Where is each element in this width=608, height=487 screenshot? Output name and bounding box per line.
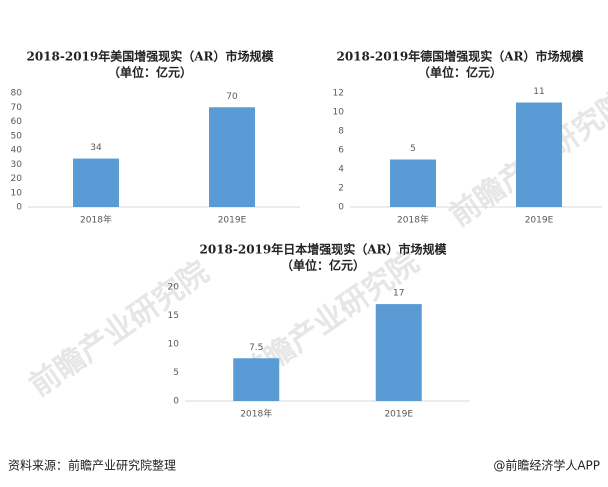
y-tick-label: 4 [338, 165, 344, 175]
y-tick-label: 40 [11, 146, 23, 156]
y-tick-label: 20 [168, 283, 180, 293]
bar [516, 102, 562, 207]
value-label: 7.5 [249, 343, 263, 353]
bar [390, 159, 436, 207]
value-label: 70 [226, 92, 238, 102]
y-tick-label: 2 [338, 184, 344, 194]
bar [209, 107, 255, 207]
y-tick-label: 0 [16, 203, 22, 213]
chart-subtitle: （单位：亿元） [281, 258, 365, 273]
y-tick-label: 60 [11, 117, 23, 127]
x-tick-label: 2019E [384, 410, 413, 420]
value-label: 17 [393, 289, 404, 299]
value-label: 11 [533, 87, 544, 97]
x-tick-label: 2018年 [240, 408, 272, 420]
chart-subtitle: （单位：亿元） [418, 65, 502, 80]
y-tick-label: 20 [11, 174, 23, 184]
y-tick-label: 30 [11, 160, 23, 170]
value-label: 5 [410, 144, 416, 154]
watermark: 前瞻产业研究院 [23, 255, 215, 404]
y-tick-label: 6 [338, 146, 344, 156]
x-tick-label: 2018年 [397, 214, 429, 226]
chart-subtitle: （单位：亿元） [108, 65, 192, 80]
value-label: 34 [90, 143, 102, 153]
bar [375, 304, 422, 401]
y-tick-label: 10 [333, 108, 345, 118]
y-tick-label: 10 [168, 340, 180, 350]
chart-title: 2018-2019年德国增强现实（AR）市场规模 [336, 49, 584, 64]
y-tick-label: 0 [173, 397, 179, 407]
y-tick-label: 8 [338, 127, 344, 137]
y-tick-label: 15 [168, 311, 179, 321]
y-tick-label: 12 [333, 89, 344, 99]
chart-title: 2018-2019年美国增强现实（AR）市场规模 [26, 49, 274, 64]
bar [73, 158, 119, 207]
y-tick-label: 10 [11, 188, 23, 198]
source-note: 资料来源：前瞻产业研究院整理 [8, 458, 176, 473]
y-tick-label: 5 [173, 368, 179, 378]
x-tick-label: 2018年 [80, 214, 112, 226]
chart-title: 2018-2019年日本增强现实（AR）市场规模 [199, 242, 447, 257]
y-tick-label: 0 [338, 203, 344, 213]
bar [233, 358, 280, 401]
y-tick-label: 50 [11, 131, 23, 141]
y-tick-label: 70 [11, 103, 23, 113]
brand: @前瞻经济学人APP [493, 458, 600, 473]
y-tick-label: 80 [11, 89, 23, 99]
x-tick-label: 2019E [218, 216, 247, 226]
x-tick-label: 2019E [525, 216, 554, 226]
